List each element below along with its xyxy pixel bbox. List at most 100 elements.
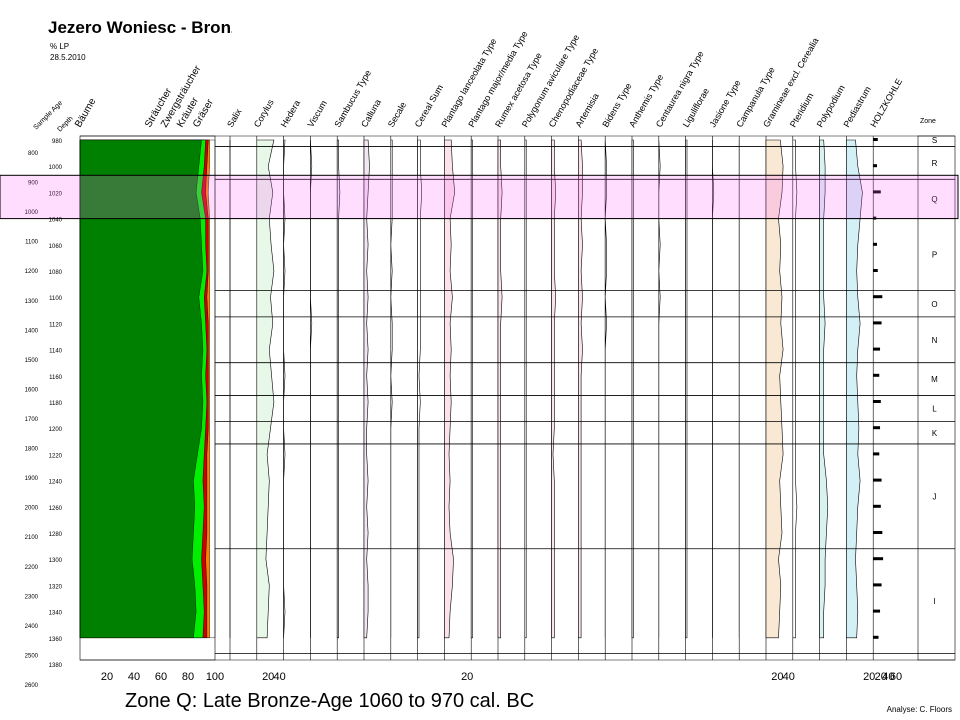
taxon-tick-label: 40: [783, 671, 795, 683]
taxon-tick-label: 40: [273, 671, 285, 683]
summary-tick-label: 20: [101, 671, 113, 683]
charcoal-bar: [873, 373, 880, 377]
taxon-header: Gramineae excl. Cerealia: [761, 36, 820, 129]
taxon-tick-label: 60: [890, 671, 902, 683]
age-tick-label: 2500: [25, 653, 39, 659]
charcoal-bar: [873, 635, 879, 639]
charcoal-bar: [873, 269, 878, 272]
taxon-curve: [524, 139, 527, 639]
depth-tick-label: 1340: [49, 611, 63, 617]
plot-layer: 980 1000 1020 1040 1060 1080 1100 1120 1140 1160 1…: [0, 29, 959, 689]
zone-label: R: [932, 159, 938, 168]
taxon-curve: [336, 139, 341, 639]
taxon-header: Liguliflorae: [681, 86, 711, 129]
depth-tick-label: 1380: [49, 663, 63, 669]
zone-label: N: [932, 336, 938, 345]
charcoal-bar: [873, 400, 881, 403]
taxon-header: Salix: [225, 107, 244, 129]
taxon-curve: [283, 139, 286, 638]
depth-tick-label: 1080: [49, 270, 63, 276]
charcoal-bar: [873, 583, 882, 587]
highlight-band: [0, 174, 959, 220]
charcoal-bar: [873, 295, 883, 299]
charcoal-bar: [873, 557, 884, 561]
taxon-curve: [417, 139, 423, 639]
zone-label: L: [932, 405, 937, 414]
charcoal-bar: [873, 609, 881, 613]
taxon-curve: [765, 139, 784, 639]
taxon-curve: [578, 139, 583, 639]
zone-label: K: [932, 429, 938, 438]
charcoal-bar: [873, 138, 878, 141]
age-tick-label: 2300: [25, 594, 39, 600]
age-tick-label: 900: [28, 181, 39, 187]
summary-tick-label: 60: [155, 671, 167, 683]
summary-tick-label: 40: [128, 671, 140, 683]
diagram-date: 28.5.2010: [50, 53, 86, 62]
age-tick-label: 1200: [25, 269, 39, 275]
depth-tick-label: 1240: [49, 480, 63, 486]
taxon-tick-label: 20: [262, 671, 274, 683]
taxon-header: Chenopodiaceae Type: [547, 46, 601, 129]
age-tick-label: 2100: [25, 535, 39, 541]
depth-tick-label: 1100: [49, 296, 63, 302]
zone-label: S: [932, 136, 937, 145]
age-tick-label: 800: [28, 151, 39, 157]
charcoal-bar: [873, 321, 882, 325]
summary-curve-0: [79, 139, 204, 638]
zone-label: O: [931, 300, 937, 309]
zone-label: I: [933, 597, 935, 606]
charcoal-bar: [873, 190, 881, 194]
taxon-header: Secale: [386, 100, 408, 129]
summary-tick-label: 100: [206, 671, 224, 683]
taxon-tick-label: 20: [875, 671, 887, 683]
age-tick-label: 1600: [25, 387, 39, 393]
depth-tick-label: 1280: [49, 532, 63, 538]
depth-tick-label: 1160: [49, 375, 63, 381]
age-tick-label: 1800: [25, 447, 39, 453]
taxon-tick-label: 20: [771, 671, 783, 683]
depth-tick-label: 1060: [49, 244, 63, 250]
taxon-curve: [551, 139, 557, 639]
zone-label: P: [932, 251, 937, 260]
taxon-curve: [470, 139, 473, 639]
analyst-credit: Analyse: C. Floors: [886, 705, 952, 714]
taxon-curve: [819, 139, 829, 639]
age-tick-label: 1500: [25, 358, 39, 364]
depth-tick-label: 1360: [49, 637, 63, 643]
taxon-header: Viscum: [305, 99, 328, 129]
taxon-header: Centaurea nigra Type: [654, 49, 706, 129]
depth-tick-label: 1220: [49, 453, 63, 459]
age-tick-label: 1000: [25, 210, 39, 216]
diagram-title: Jezero Woniesc - Bronze: [48, 18, 232, 37]
zone-label: M: [931, 375, 938, 384]
taxon-tick-label: 20: [461, 671, 473, 683]
charcoal-bar: [873, 164, 877, 168]
depth-tick-label: 1300: [49, 558, 63, 564]
taxon-curve: [631, 139, 634, 639]
zone-axis-label: Zone: [920, 118, 936, 125]
taxon-curve: [363, 139, 370, 639]
taxon-tick-label: 20: [863, 671, 875, 683]
depth-tick-label: 980: [52, 139, 63, 145]
taxon-header: Hedera: [279, 98, 302, 129]
taxon-header: Artemisia: [573, 92, 600, 129]
taxon-curve: [310, 139, 313, 638]
taxon-curve: [497, 139, 503, 639]
taxon-header: HOLZKOHLE: [868, 77, 904, 129]
age-tick-label: 2600: [25, 683, 39, 689]
zone-caption: Zone Q: Late Bronze-Age 1060 to 970 cal.…: [125, 690, 535, 712]
charcoal-bar: [873, 531, 883, 534]
age-tick-label: 2200: [25, 565, 39, 571]
charcoal-bar: [873, 504, 881, 508]
taxon-tick-label: 40: [882, 671, 894, 683]
summary-tick-label: 80: [182, 671, 194, 683]
charcoal-bar: [873, 478, 882, 482]
age-tick-label: 2000: [25, 506, 39, 512]
zone-label: J: [933, 492, 937, 501]
taxon-curve: [685, 139, 688, 639]
taxon-header: Corylus: [252, 97, 276, 129]
taxon-curve: [256, 139, 275, 639]
depth-tick-label: 1120: [49, 322, 63, 328]
